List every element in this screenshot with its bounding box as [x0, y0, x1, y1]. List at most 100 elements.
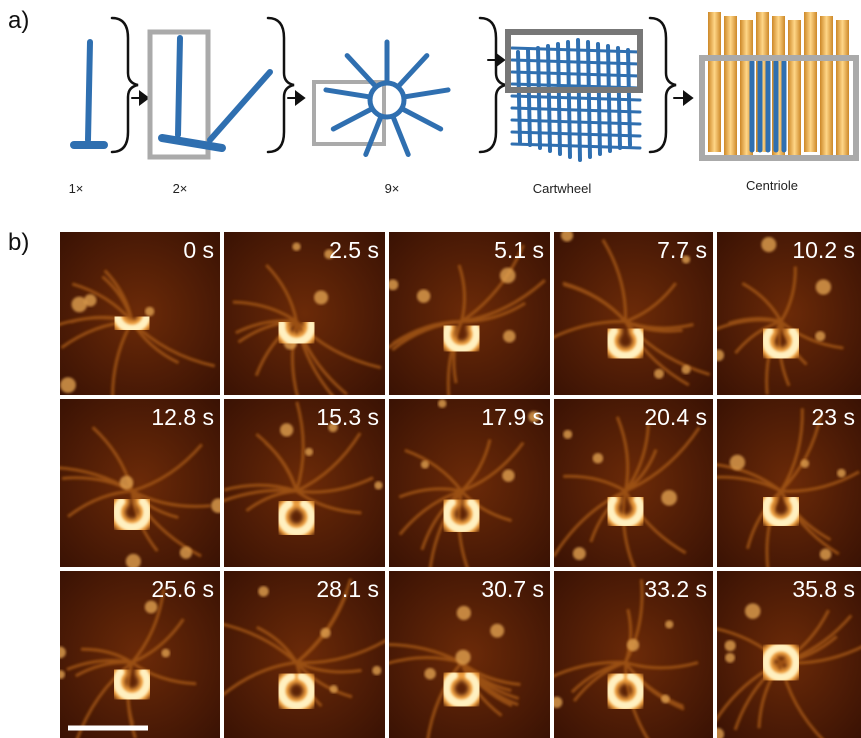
blob	[374, 481, 382, 489]
time-label: 10.2 s	[792, 237, 855, 263]
afm-frame: 12.8 s	[40, 399, 226, 569]
time-label: 33.2 s	[644, 576, 707, 602]
ninefold-ring	[326, 42, 448, 155]
blob	[820, 549, 832, 561]
blob	[730, 455, 745, 470]
cartwheel-layer	[512, 60, 640, 64]
panel-label: b)	[8, 229, 29, 256]
caption: Cartwheel	[533, 181, 592, 196]
blob	[725, 640, 736, 651]
arrow	[132, 92, 148, 104]
time-label: 23 s	[812, 404, 855, 430]
blob	[745, 603, 761, 619]
time-label: 28.1 s	[316, 576, 379, 602]
time-label: 15.3 s	[316, 404, 379, 430]
centriole	[708, 12, 849, 160]
spoke	[403, 110, 440, 130]
blob	[837, 469, 846, 478]
blob	[54, 647, 66, 659]
microtubule	[708, 12, 721, 152]
blob	[815, 331, 825, 341]
afm-frame: 5.1 s	[376, 232, 550, 409]
blob	[563, 430, 572, 439]
time-label: 35.8 s	[792, 576, 855, 602]
cartwheel-rod	[578, 40, 580, 160]
blob	[330, 685, 338, 693]
microtubule	[788, 20, 801, 160]
blob	[456, 650, 471, 665]
time-label: 25.6 s	[151, 576, 214, 602]
blob	[84, 294, 96, 306]
cartwheel-rod	[568, 42, 570, 157]
blob	[500, 268, 516, 284]
time-label: 5.1 s	[494, 237, 544, 263]
afm-frame: 17.9 s	[389, 399, 550, 581]
cartwheel-layer	[512, 72, 640, 76]
arrow	[288, 92, 304, 104]
cartwheel	[512, 40, 640, 160]
blob	[593, 453, 604, 464]
figure: a) b) 1×2×9×CartwheelC	[0, 0, 861, 738]
blob	[180, 547, 192, 559]
afm-frame: 0 s	[54, 232, 220, 408]
blob	[372, 666, 381, 675]
afm-frame: 30.7 s	[366, 571, 550, 738]
time-label: 30.7 s	[481, 576, 544, 602]
blob	[56, 670, 65, 679]
time-label: 2.5 s	[329, 237, 379, 263]
blob	[211, 498, 226, 513]
spoke	[399, 56, 427, 86]
blob	[561, 229, 573, 241]
blob	[573, 547, 586, 560]
blob	[320, 628, 330, 638]
afm-frame: 10.2 s	[711, 232, 861, 395]
afm-frame: 33.2 s	[535, 571, 713, 738]
afm-frame: 20.4 s	[554, 399, 713, 572]
blob	[438, 399, 446, 407]
spoke	[366, 118, 381, 155]
afm-frame: 25.6 s	[54, 571, 220, 738]
blob	[417, 289, 430, 302]
caption: 1×	[69, 181, 84, 196]
spoke	[326, 90, 368, 97]
caption: 9×	[385, 181, 400, 196]
time-label: 7.7 s	[657, 237, 707, 263]
blob	[120, 476, 134, 490]
blob	[816, 279, 831, 294]
cartwheel-layer	[512, 48, 640, 52]
spoke	[333, 110, 370, 130]
bracket	[650, 18, 676, 152]
time-label: 0 s	[183, 237, 214, 263]
bracket	[268, 18, 294, 152]
panel-label: a)	[8, 7, 29, 34]
blob	[654, 369, 664, 379]
caption: 2×	[173, 181, 188, 196]
panel-a	[74, 12, 856, 160]
dimer	[162, 38, 270, 148]
spoke	[393, 118, 408, 155]
blob	[60, 377, 76, 393]
afm-frame: 15.3 s	[199, 399, 385, 567]
arrow	[488, 54, 504, 66]
afm-frame: 2.5 s	[224, 232, 385, 415]
blob	[665, 620, 673, 628]
afm-frame: 28.1 s	[210, 571, 387, 738]
blob	[761, 237, 776, 252]
blob	[424, 668, 435, 679]
blob	[161, 649, 170, 658]
blob	[145, 601, 158, 614]
blob	[314, 290, 328, 304]
microtubule	[724, 16, 737, 156]
blob	[725, 653, 735, 663]
blob	[682, 365, 691, 374]
blob	[421, 460, 429, 468]
bracket	[480, 18, 506, 152]
blob	[292, 243, 300, 251]
blob	[801, 459, 810, 468]
blob	[457, 606, 471, 620]
blob	[258, 586, 269, 597]
time-label: 12.8 s	[151, 404, 214, 430]
microtubule	[820, 16, 833, 156]
time-label: 20.4 s	[644, 404, 707, 430]
blob	[502, 469, 514, 481]
